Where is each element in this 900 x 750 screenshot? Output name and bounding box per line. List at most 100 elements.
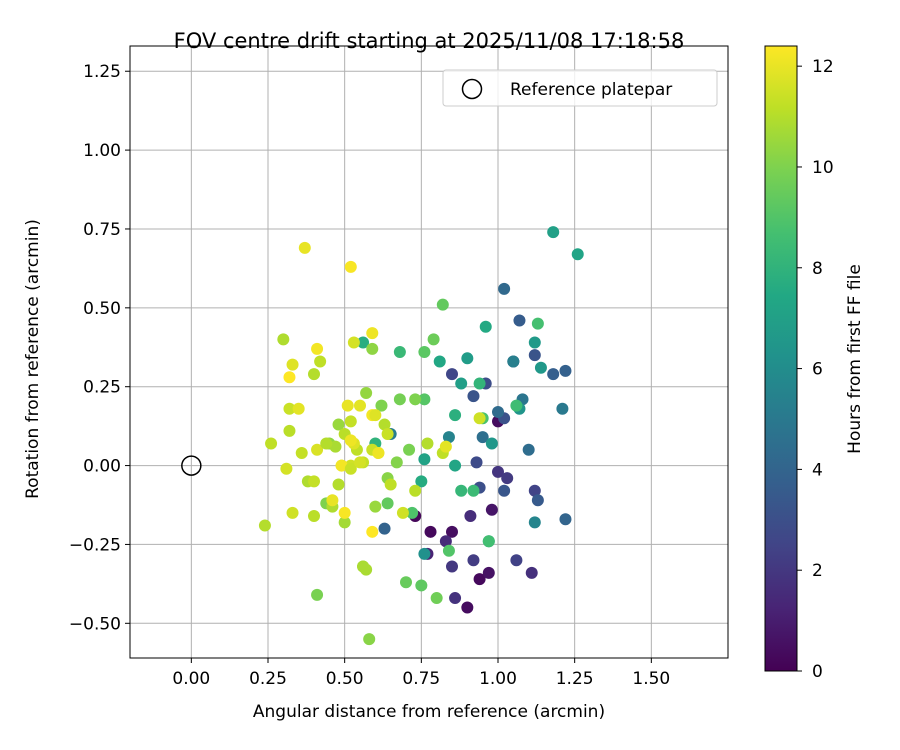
data-point — [449, 409, 462, 422]
data-point — [424, 525, 437, 538]
data-point — [390, 456, 403, 469]
data-point — [277, 333, 290, 346]
data-point — [375, 399, 388, 412]
y-tick-label: 0.75 — [83, 220, 121, 240]
data-point — [467, 484, 480, 497]
y-axis-label: Rotation from reference (arcmin) — [23, 219, 43, 499]
legend-label: Reference platepar — [510, 80, 672, 100]
data-point — [332, 478, 345, 491]
data-point — [492, 405, 504, 418]
reference-layer — [181, 455, 202, 476]
data-point — [525, 566, 538, 579]
data-point — [439, 535, 452, 548]
grid — [130, 46, 728, 658]
data-point — [436, 298, 449, 311]
data-point — [479, 320, 492, 333]
data-point — [409, 393, 422, 406]
data-point — [507, 355, 520, 368]
data-point — [473, 377, 486, 390]
data-point — [311, 443, 324, 456]
data-point — [403, 443, 416, 456]
data-point — [308, 475, 320, 488]
data-point — [292, 402, 305, 415]
data-point — [531, 317, 544, 330]
data-point — [418, 346, 431, 358]
data-point — [347, 336, 360, 349]
data-point — [320, 437, 333, 450]
data-point — [498, 484, 511, 497]
data-point — [344, 415, 357, 428]
colorbar-label: Hours from first FF file — [845, 264, 865, 454]
data-point — [354, 399, 366, 412]
y-tick-label: 1.00 — [83, 141, 121, 161]
data-point — [384, 478, 397, 491]
data-point — [298, 241, 311, 254]
x-tick-label: 1.50 — [632, 669, 670, 689]
data-point — [430, 592, 443, 605]
data-point — [400, 576, 412, 589]
data-point — [501, 472, 514, 485]
data-point — [513, 314, 526, 327]
data-point — [439, 440, 452, 453]
y-tick-label: 0.00 — [83, 457, 121, 477]
data-point — [360, 387, 373, 400]
legend: Reference platepar — [442, 69, 718, 107]
data-point — [308, 368, 320, 381]
data-point — [265, 437, 278, 450]
data-point — [369, 500, 382, 513]
legend-marker-icon — [461, 78, 483, 100]
data-point — [311, 342, 324, 355]
colorbar-tick-label: 10 — [812, 158, 834, 178]
colorbar-tick-label: 4 — [812, 460, 823, 480]
data-point — [283, 371, 296, 384]
data-point — [366, 327, 379, 340]
data-point — [461, 601, 474, 614]
data-point — [421, 437, 434, 450]
data-point — [308, 510, 320, 523]
data-point — [528, 484, 541, 497]
data-point — [283, 402, 296, 415]
legend-box — [442, 69, 718, 107]
data-point — [344, 462, 357, 475]
data-point — [378, 418, 391, 431]
axes-frame — [129, 45, 729, 659]
data-point — [344, 260, 357, 273]
y-tick-label: −0.50 — [69, 614, 121, 634]
data-point — [467, 390, 480, 403]
data-point — [363, 633, 376, 646]
data-point — [366, 342, 379, 355]
y-tick-label: 0.50 — [83, 299, 121, 319]
data-point — [314, 355, 327, 368]
data-point — [338, 516, 351, 529]
data-point — [547, 226, 560, 239]
data-point — [510, 399, 523, 412]
x-tick-label: 1.00 — [479, 669, 517, 689]
data-point — [470, 456, 483, 469]
data-point — [396, 506, 409, 519]
data-point — [446, 368, 458, 381]
x-tick-label: 0.25 — [249, 669, 287, 689]
data-point — [372, 446, 385, 459]
data-point — [418, 547, 431, 560]
data-point — [332, 418, 345, 431]
data-point — [338, 506, 351, 519]
data-point — [485, 437, 498, 450]
data-point — [326, 494, 339, 507]
data-point — [381, 497, 394, 510]
data-point — [467, 554, 480, 567]
data-point — [455, 484, 468, 497]
data-point — [354, 456, 366, 469]
data-point — [258, 519, 271, 532]
data-point — [528, 336, 541, 349]
data-point — [311, 588, 324, 601]
data-point — [393, 393, 406, 406]
data-point — [482, 566, 495, 579]
data-point — [571, 248, 584, 261]
data-point — [286, 358, 299, 371]
data-point — [418, 453, 431, 466]
data-point — [335, 459, 348, 472]
data-point — [449, 459, 462, 472]
data-point — [442, 544, 455, 557]
y-tick-label: −0.25 — [69, 535, 121, 555]
